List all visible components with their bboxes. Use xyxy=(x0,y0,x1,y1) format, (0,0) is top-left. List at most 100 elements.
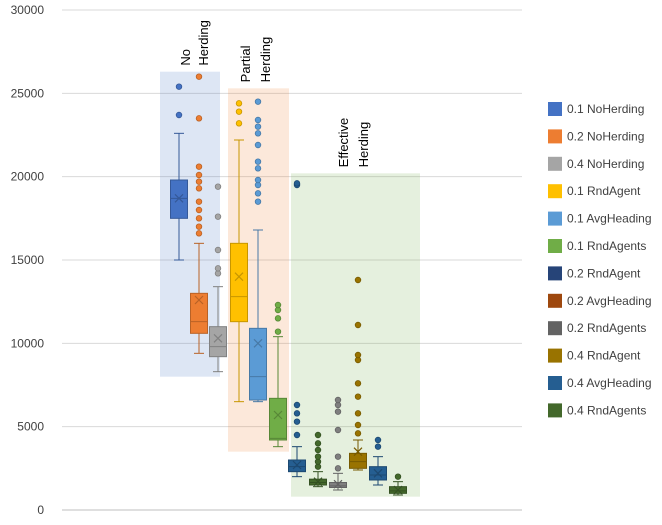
outlier-point xyxy=(175,111,183,119)
legend-label: 0.1 RndAgents xyxy=(567,239,646,253)
outlier-point xyxy=(354,380,362,387)
mean-marker xyxy=(213,333,223,343)
region-label: Effective xyxy=(336,118,351,168)
y-tick-label: 10000 xyxy=(11,336,45,350)
region-label: Partial xyxy=(238,45,253,82)
outlier-point xyxy=(254,176,262,184)
legend-label: 0.4 RndAgents xyxy=(567,403,646,417)
outlier-point xyxy=(214,183,222,190)
mean-marker xyxy=(353,447,363,457)
legend-label: 0.1 NoHerding xyxy=(567,102,644,116)
outlier-point xyxy=(354,321,362,329)
box-4 xyxy=(230,100,248,403)
legend-label: 0.1 AvgHeading xyxy=(567,212,652,226)
outlier-point xyxy=(254,130,262,137)
legend-swatch xyxy=(548,403,562,418)
outlier-point xyxy=(254,198,262,205)
mean-marker xyxy=(174,193,184,203)
outlier-point xyxy=(354,421,362,429)
y-tick-label: 5000 xyxy=(17,420,44,434)
mean-marker xyxy=(373,468,383,478)
box-10 xyxy=(349,276,367,471)
outlier-point xyxy=(254,98,262,105)
region-label: Herding xyxy=(258,37,273,83)
mean-marker xyxy=(253,338,263,348)
outlier-point xyxy=(235,108,243,115)
outlier-point xyxy=(274,328,282,335)
outlier-point xyxy=(195,115,203,122)
outlier-point xyxy=(195,206,203,214)
mean-marker xyxy=(234,272,244,282)
box-1 xyxy=(170,83,188,261)
legend: 0.1 NoHerding 0.2 NoHerding 0.4 NoHerding 0… xyxy=(548,102,652,418)
outlier-point xyxy=(195,163,203,170)
box-2 xyxy=(190,73,208,354)
outlier-point xyxy=(254,165,262,172)
outlier-point xyxy=(314,453,322,460)
outlier-point xyxy=(334,426,342,434)
legend-label: 0.2 RndAgent xyxy=(567,266,641,280)
box-6 xyxy=(269,301,287,448)
outlier-point xyxy=(235,100,243,107)
outlier-point xyxy=(314,446,322,454)
y-tick-label: 20000 xyxy=(11,170,45,184)
outlier-point xyxy=(195,230,203,237)
outlier-point xyxy=(374,436,382,444)
outlier-point xyxy=(334,396,342,404)
outlier-point xyxy=(254,158,262,165)
outlier-point xyxy=(394,473,402,480)
box-5 xyxy=(249,98,267,403)
outlier-point xyxy=(195,215,203,222)
outlier-point xyxy=(195,73,203,80)
gridlines xyxy=(62,9,522,511)
box-3 xyxy=(209,183,227,373)
outlier-point xyxy=(195,223,203,230)
outlier-point xyxy=(254,190,262,197)
box-iqr xyxy=(230,242,248,323)
legend-swatch xyxy=(548,211,562,226)
legend-label: 0.1 RndAgent xyxy=(567,184,641,198)
outlier-point xyxy=(334,453,342,460)
outlier-point xyxy=(314,440,322,447)
legend-label: 0.2 NoHerding xyxy=(567,129,644,143)
legend-label: 0.2 RndAgents xyxy=(567,321,646,335)
mean-marker xyxy=(393,485,403,495)
y-axis: 0 5000 10000 15000 20000 25000 30000 xyxy=(11,3,45,517)
outlier-point xyxy=(293,418,301,425)
legend-label: 0.4 RndAgent xyxy=(567,349,641,363)
legend-swatch xyxy=(548,239,562,253)
region-label: Herding xyxy=(196,20,211,66)
region-label: No xyxy=(178,49,193,66)
legend-swatch xyxy=(548,156,562,171)
legend-swatch xyxy=(548,376,562,390)
legend-label: 0.4 NoHerding xyxy=(567,157,644,171)
outlier-point xyxy=(254,123,262,130)
box-iqr xyxy=(190,292,208,334)
outlier-point xyxy=(293,401,301,409)
y-tick-label: 15000 xyxy=(11,253,45,267)
outlier-point xyxy=(214,213,222,220)
region-background xyxy=(291,173,420,497)
outlier-point xyxy=(235,120,243,127)
outlier-point xyxy=(374,443,382,450)
outlier-point xyxy=(254,141,262,149)
box-7 xyxy=(288,180,306,478)
outlier-point xyxy=(254,116,262,124)
legend-label: 0.2 AvgHeading xyxy=(567,294,652,308)
mean-marker xyxy=(333,479,343,489)
legend-swatch xyxy=(548,102,562,116)
box-9 xyxy=(329,396,347,491)
outlier-point xyxy=(274,301,282,309)
region-label: Herding xyxy=(356,122,371,168)
boxes xyxy=(170,73,407,496)
outlier-point xyxy=(293,180,301,187)
outlier-point xyxy=(195,185,203,192)
outlier-point xyxy=(293,431,301,439)
legend-swatch xyxy=(548,129,562,144)
outlier-point xyxy=(334,408,342,415)
outlier-point xyxy=(195,198,203,205)
legend-label: 0.4 AvgHeading xyxy=(567,376,652,390)
box-iqr xyxy=(349,452,367,469)
outlier-point xyxy=(354,430,362,437)
box-iqr xyxy=(269,397,287,441)
